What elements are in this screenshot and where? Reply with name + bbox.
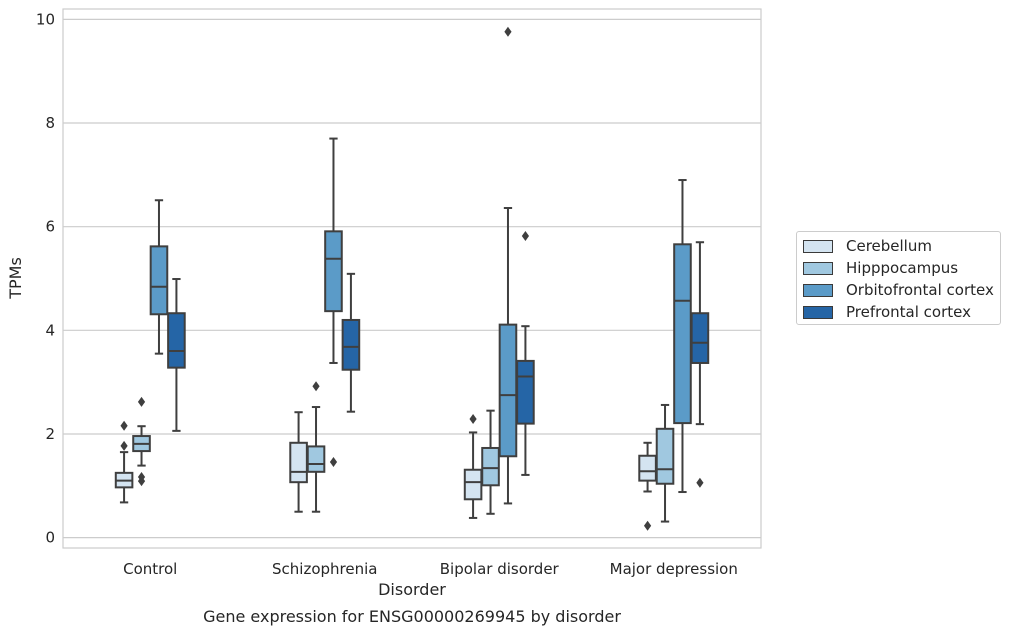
box-3-3 (690, 241, 710, 488)
box-iqr (149, 245, 169, 316)
x-tick-label-1: Schizophrenia (272, 560, 377, 578)
legend-item-orbitofrontal-cortex: Orbitofrontal cortex (803, 280, 994, 300)
x-tick-label-3: Major depression (610, 560, 738, 578)
box-1-2 (481, 409, 500, 515)
legend-swatch-hippocampus (803, 261, 833, 275)
y-tick-label-2: 2 (45, 425, 55, 443)
box-iqr (655, 427, 675, 485)
outlier-0 (504, 26, 512, 37)
outlier-1 (120, 420, 128, 431)
box-iqr (324, 230, 343, 313)
legend-label-cerebellum: Cerebellum (846, 237, 932, 255)
outlier-0 (120, 440, 128, 451)
y-axis-label: TPMs (6, 257, 25, 300)
box-iqr (167, 312, 186, 369)
legend-label-orbitofrontal-cortex: Orbitofrontal cortex (846, 281, 994, 299)
y-tick-label-6: 6 (45, 218, 55, 236)
box-iqr (341, 318, 361, 371)
outlier-0 (312, 381, 320, 392)
box-iqr (498, 323, 518, 458)
outlier-1 (137, 471, 146, 482)
outlier-0 (329, 456, 338, 467)
legend-label-hippocampus: Hipppocampus (846, 259, 959, 277)
legend-item-hippocampus: Hipppocampus (803, 258, 958, 278)
box-2-0 (149, 199, 169, 355)
box-iqr (516, 359, 535, 425)
box-3-2 (516, 231, 535, 476)
box-2-1 (324, 137, 343, 467)
outlier-0 (521, 231, 530, 242)
box-iqr (673, 243, 692, 425)
box-1-3 (655, 403, 675, 523)
y-tick-label-8: 8 (45, 114, 55, 132)
y-tick-labels: 0 2 4 6 8 10 (36, 10, 55, 546)
y-tick-label-4: 4 (45, 321, 55, 339)
legend: Cerebellum Hipppocampus Orbitofrontal co… (796, 231, 1001, 325)
outlier-0 (696, 477, 704, 488)
box-0-1 (289, 411, 308, 513)
legend-label-prefrontal-cortex: Prefrontal cortex (846, 303, 971, 321)
legend-swatch-cerebellum (803, 239, 833, 253)
box-iqr (690, 312, 710, 364)
x-tick-label-0: Control (123, 560, 177, 578)
chart-title: Gene expression for ENSG00000269945 by d… (203, 607, 621, 626)
box-3-0 (167, 278, 186, 432)
boxes (114, 26, 710, 531)
box-iqr (638, 454, 657, 482)
box-iqr (306, 445, 326, 473)
legend-item-cerebellum: Cerebellum (803, 236, 932, 256)
box-iqr (463, 468, 483, 501)
y-tick-label-10: 10 (36, 10, 55, 28)
x-tick-labels: Control Schizophrenia Bipolar disorder Majo… (123, 560, 738, 578)
box-1-0 (132, 396, 151, 487)
x-axis-label: Disorder (378, 580, 446, 599)
outlier-0 (643, 520, 652, 531)
outlier-0 (469, 413, 477, 424)
legend-swatch-orbitofrontal-cortex (803, 283, 833, 297)
legend-item-prefrontal-cortex: Prefrontal cortex (803, 302, 971, 322)
box-2-2 (498, 26, 518, 505)
box-3-1 (341, 272, 361, 413)
box-iqr (481, 446, 500, 487)
box-iqr (289, 441, 308, 484)
x-tick-label-2: Bipolar disorder (440, 560, 560, 578)
y-tick-label-0: 0 (45, 529, 55, 547)
box-0-0 (114, 420, 134, 504)
box-0-2 (463, 413, 483, 519)
outlier-2 (137, 396, 146, 407)
legend-swatch-prefrontal-cortex (803, 305, 833, 319)
box-1-1 (306, 381, 326, 513)
